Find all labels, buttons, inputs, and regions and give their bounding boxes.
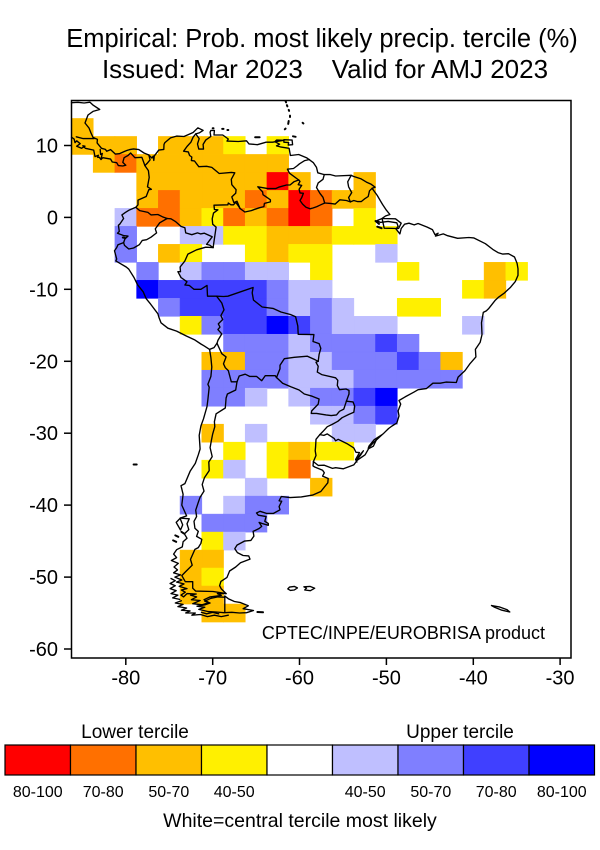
svg-text:Upper tercile: Upper tercile — [406, 722, 514, 743]
svg-text:Empirical: Prob. most likely p: Empirical: Prob. most likely precip. ter… — [66, 25, 578, 53]
svg-text:0: 0 — [47, 207, 58, 229]
svg-text:-60: -60 — [29, 639, 58, 661]
svg-text:CPTEC/INPE/EUROBRISA product: CPTEC/INPE/EUROBRISA product — [262, 623, 545, 643]
svg-text:-50: -50 — [29, 567, 58, 589]
svg-text:70-80: 70-80 — [476, 784, 517, 801]
svg-text:-80: -80 — [111, 668, 140, 690]
svg-text:White=central tercile most lik: White=central tercile most likely — [163, 810, 437, 832]
svg-text:-20: -20 — [29, 351, 58, 373]
svg-text:40-50: 40-50 — [214, 784, 255, 801]
svg-text:-70: -70 — [198, 668, 227, 690]
svg-text:80-100: 80-100 — [537, 784, 587, 801]
svg-text:-60: -60 — [285, 668, 314, 690]
svg-text:-50: -50 — [372, 668, 401, 690]
svg-text:40-50: 40-50 — [345, 784, 386, 801]
svg-text:50-70: 50-70 — [148, 784, 189, 801]
svg-text:Issued: Mar 2023 Valid for: Issued: Mar 2023 Valid for AMJ 2023 — [102, 54, 548, 84]
svg-text:-40: -40 — [459, 668, 488, 690]
svg-text:Lower tercile: Lower tercile — [81, 722, 189, 743]
svg-text:80-100: 80-100 — [13, 784, 63, 801]
svg-text:70-80: 70-80 — [83, 784, 124, 801]
svg-text:-30: -30 — [29, 423, 58, 445]
svg-text:10: 10 — [36, 136, 58, 158]
svg-text:-40: -40 — [29, 495, 58, 517]
svg-text:-10: -10 — [29, 279, 58, 301]
svg-text:-30: -30 — [546, 668, 575, 690]
svg-text:50-70: 50-70 — [410, 784, 451, 801]
